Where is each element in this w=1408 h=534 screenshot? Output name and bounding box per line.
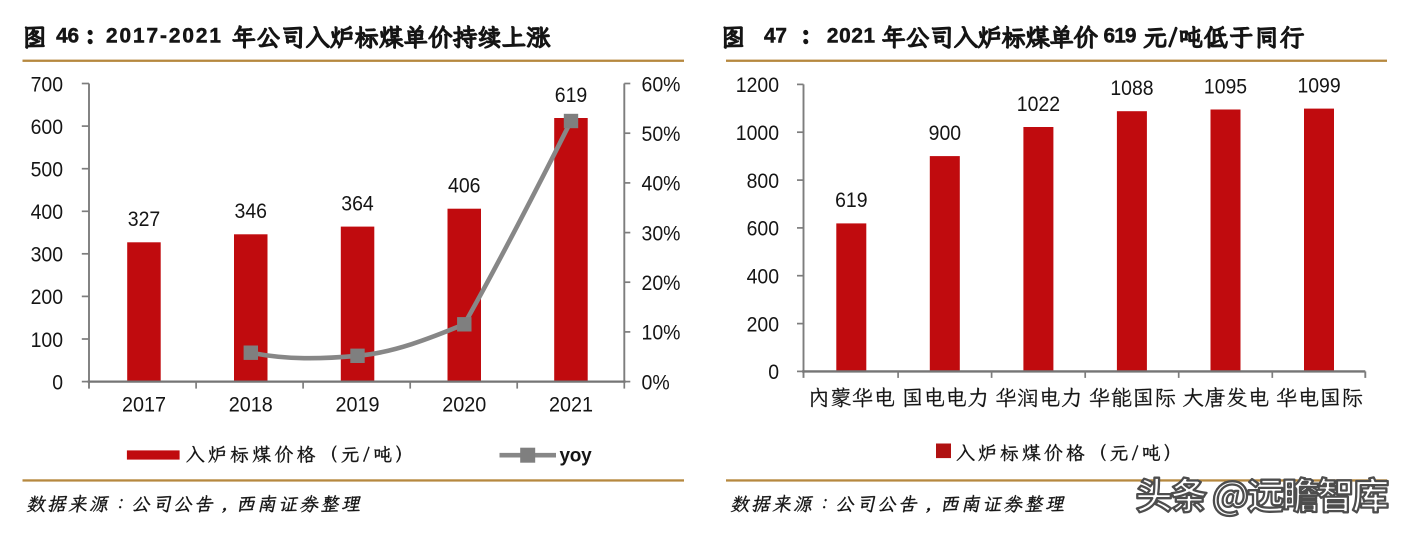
svg-text:2018: 2018 [229,392,273,417]
svg-text:10%: 10% [642,320,681,345]
svg-text:60%: 60% [642,71,681,96]
svg-text:40%: 40% [642,171,681,196]
svg-text:50%: 50% [642,121,681,146]
svg-text:2021: 2021 [827,25,875,48]
svg-text:1088: 1088 [1110,75,1153,100]
svg-text:400: 400 [31,199,63,224]
svg-text:346: 346 [235,198,268,223]
svg-text:30%: 30% [642,220,681,245]
svg-text:1099: 1099 [1297,72,1340,97]
svg-text:800: 800 [747,168,779,193]
svg-text:1200: 1200 [736,72,779,97]
svg-text:700: 700 [31,71,63,96]
svg-text:2019: 2019 [336,392,380,417]
svg-text:619: 619 [835,187,867,212]
svg-text:1095: 1095 [1204,73,1247,98]
svg-text:900: 900 [929,120,961,145]
svg-text:500: 500 [31,156,63,181]
svg-text:327: 327 [128,206,161,231]
svg-text:619: 619 [1104,25,1137,48]
svg-text:20%: 20% [642,270,681,295]
svg-text:0: 0 [768,359,779,384]
svg-text:yoy: yoy [560,446,593,467]
svg-text:619: 619 [555,82,588,107]
svg-text:200: 200 [31,284,63,309]
svg-text:0: 0 [52,369,63,394]
svg-text:300: 300 [31,242,63,267]
svg-text:2017: 2017 [122,392,166,417]
svg-text:0%: 0% [642,369,670,394]
svg-text:600: 600 [31,114,63,139]
svg-text:2021: 2021 [549,392,593,417]
svg-text:47: 47 [764,25,787,48]
svg-text:100: 100 [31,327,63,352]
svg-text:1022: 1022 [1017,91,1060,116]
svg-text:2020: 2020 [442,392,486,417]
svg-text:46: 46 [56,25,79,48]
svg-text:1000: 1000 [736,120,779,145]
svg-text:406: 406 [448,173,481,198]
svg-text:2017-2021: 2017-2021 [106,25,221,48]
svg-text:200: 200 [747,311,779,336]
svg-text:364: 364 [341,190,374,215]
svg-text:600: 600 [747,216,779,241]
svg-text:400: 400 [747,263,779,288]
